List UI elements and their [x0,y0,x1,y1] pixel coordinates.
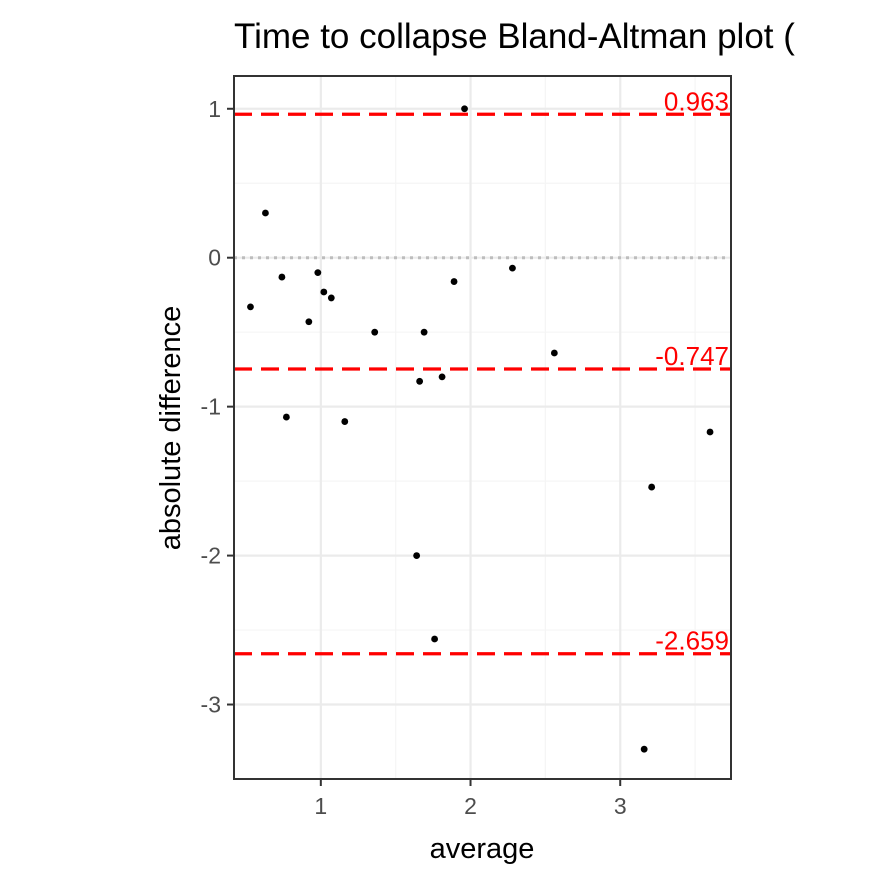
y-tick-label: -1 [201,394,221,420]
panel-border [233,75,732,780]
data-point [320,288,328,296]
grid-major [234,76,731,779]
data-point [550,349,558,357]
data-point [371,328,379,336]
data-point [648,483,656,491]
x-tick-label: 1 [314,793,327,819]
data-point [314,269,322,277]
y-tick-label: 0 [208,245,221,271]
data-point [305,318,313,326]
y-axis-label: absolute difference [155,306,187,551]
data-point [450,278,458,285]
data-point [327,294,335,302]
reference-lines: 0.963 -0.747 -2.659 [234,86,731,656]
data-point [706,428,714,436]
data-point [341,418,349,425]
x-tick-label: 3 [614,793,627,819]
data-point [262,209,269,217]
data-point [431,635,438,643]
y-tick-label: -3 [201,692,221,718]
data-point [282,413,290,421]
reference-line-label: 0.963 [664,86,729,116]
data-point [640,745,648,753]
grid-minor [234,76,731,779]
data-point [278,273,286,281]
chart-title: Time to collapse Bland-Altman plot ( [234,17,795,56]
data-point [247,303,254,311]
y-tick-label: -2 [201,543,221,569]
x-axis: 1 2 3 [314,779,627,819]
reference-line-label: -2.659 [655,626,729,656]
x-tick-label: 2 [464,793,477,819]
data-points [247,105,714,753]
data-point [461,105,468,113]
data-point [509,264,516,272]
data-point [413,552,421,559]
reference-line-label: -0.747 [655,341,729,371]
data-point [416,377,424,385]
data-point [420,328,428,336]
y-tick-label: 1 [208,96,221,122]
x-axis-label: average [430,833,535,865]
y-axis: 1 0 -1 -2 -3 [201,96,234,718]
data-point [438,373,446,381]
